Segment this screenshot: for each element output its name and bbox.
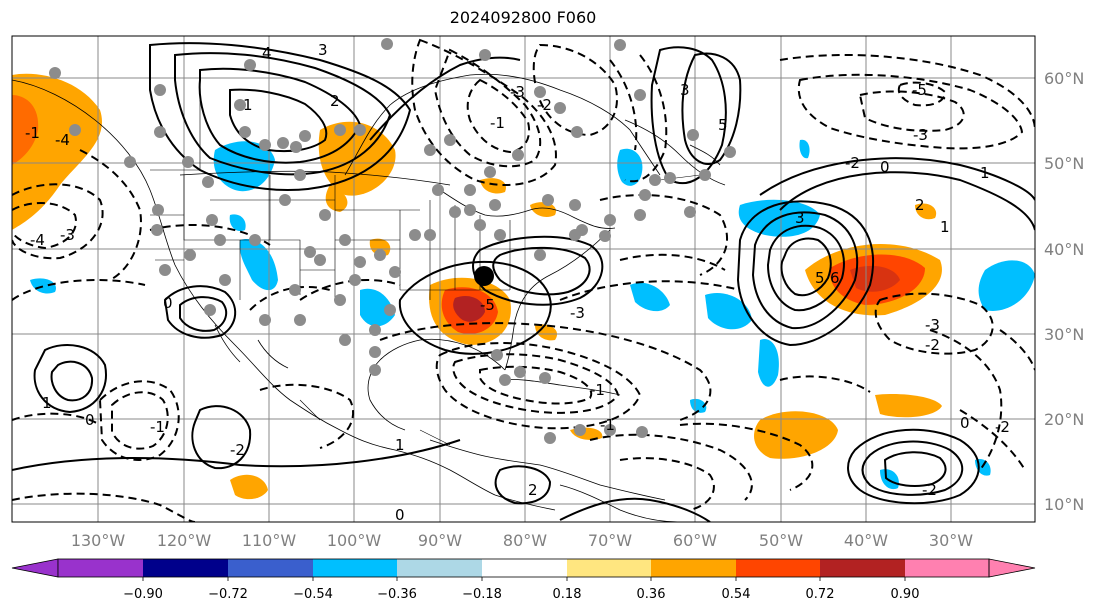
colorbar-tick-labels: −0.90 −0.72 −0.54 −0.36 −0.18 0.18 0.36 … <box>123 587 919 602</box>
contour-label: 1 <box>243 96 253 114</box>
contour-label: 1 <box>42 394 52 412</box>
contour-label: -2 <box>230 441 245 459</box>
contour-label: 0 <box>395 506 405 524</box>
graticule <box>12 36 1035 522</box>
contour-label: 0 <box>880 158 890 176</box>
contour-label: 6 <box>830 269 840 287</box>
colorbar-segment <box>397 559 482 577</box>
lon-label: 120°W <box>157 531 212 550</box>
colorbar-tick-label: −0.54 <box>293 587 333 602</box>
contour-label: 0 <box>960 414 970 432</box>
lat-label: 20°N <box>1044 410 1084 429</box>
contour-label: -1 <box>590 381 605 399</box>
contour-label: 0 <box>85 411 95 429</box>
contour-label: 1 <box>980 164 990 182</box>
colorbar-tick-label: −0.72 <box>208 587 248 602</box>
focus-point-marker <box>474 266 494 286</box>
contour-label: 3 <box>795 209 805 227</box>
contour-label: -1 <box>25 124 40 142</box>
map-title: 2024092800 F060 <box>449 8 597 27</box>
negative-contours <box>12 38 1035 522</box>
colorbar-segment <box>567 559 651 577</box>
contour-label: 1 <box>395 436 405 454</box>
lon-label: 110°W <box>242 531 297 550</box>
colorbar-segment <box>905 559 989 577</box>
colorbar-tick-label: 0.72 <box>806 587 835 602</box>
map-content: 4 3 2 1 0 -1 -2 -3 -4 -5 5 6 3 -3 -2 -1 … <box>12 36 1035 524</box>
contour-label: -3 <box>570 304 585 322</box>
map-frame <box>11 35 1036 523</box>
contour-label: -3 <box>925 316 940 334</box>
colorbar-segment <box>820 559 905 577</box>
contour-label: 2 <box>330 92 340 110</box>
contour-label: 3 <box>318 41 328 59</box>
contour-label: -4 <box>55 131 70 149</box>
lon-label: 50°W <box>759 531 803 550</box>
colorbar-segment <box>313 559 397 577</box>
colorbar-segment <box>143 559 228 577</box>
contour-label: -3 <box>60 226 75 244</box>
colorbar-segment <box>228 559 313 577</box>
contour-label: 4 <box>262 44 272 62</box>
colorbar-lower-extension <box>11 558 59 578</box>
contour-label: 0 <box>163 294 173 312</box>
contour-label: -4 <box>30 231 45 249</box>
colorbar: −0.90 −0.72 −0.54 −0.36 −0.18 0.18 0.36 … <box>11 558 1036 602</box>
colorbar-tick-label: 0.36 <box>637 587 666 602</box>
latitude-labels: 60°N 50°N 40°N 30°N 20°N 10°N <box>1044 69 1084 514</box>
contour-label: -1 <box>150 418 165 436</box>
lat-label: 40°N <box>1044 240 1084 259</box>
lon-label: 30°W <box>929 531 973 550</box>
colorbar-segment <box>736 559 820 577</box>
contour-label: -5 <box>912 81 927 99</box>
contour-label: -1 <box>600 416 615 434</box>
colorbar-segment <box>58 559 143 577</box>
colorbar-upper-extension <box>988 558 1036 578</box>
contour-label: 2 <box>528 481 538 499</box>
lat-label: 30°N <box>1044 325 1084 344</box>
contour-label: 2 <box>915 196 925 214</box>
lon-label: 80°W <box>503 531 547 550</box>
contour-label: -3 <box>913 126 928 144</box>
colorbar-segment <box>482 559 567 577</box>
colorbar-frame <box>57 558 990 578</box>
colorbar-tick-label: −0.90 <box>123 587 163 602</box>
longitude-labels: 130°W 120°W 110°W 100°W 90°W 80°W 70°W 6… <box>71 531 973 550</box>
contour-label: -2 <box>925 336 940 354</box>
colorbar-tick-label: 0.90 <box>891 587 920 602</box>
anomaly-fills <box>12 73 1035 500</box>
lon-label: 100°W <box>327 531 382 550</box>
lon-label: 70°W <box>588 531 632 550</box>
contour-label: 1 <box>940 218 950 236</box>
contour-labels: 4 3 2 1 0 -1 -2 -3 -4 -5 5 6 3 -3 -2 -1 … <box>25 41 1010 524</box>
contour-label: 5 <box>815 269 825 287</box>
lat-label: 10°N <box>1044 495 1084 514</box>
contour-label: -5 <box>480 296 495 314</box>
colorbar-tick-label: −0.36 <box>377 587 417 602</box>
contour-label: -1 <box>490 114 505 132</box>
lon-label: 90°W <box>418 531 462 550</box>
colorbar-tick-label: −0.18 <box>462 587 502 602</box>
contour-label: 3 <box>680 81 690 99</box>
colorbar-tick-label: 0.18 <box>553 587 582 602</box>
contour-label: 5 <box>718 116 728 134</box>
lat-label: 50°N <box>1044 154 1084 173</box>
contour-label: -2 <box>922 481 937 499</box>
contour-label: -2 <box>537 96 552 114</box>
contour-label: -2 <box>995 418 1010 436</box>
contour-label: -3 <box>510 83 525 101</box>
station-markers <box>49 38 736 444</box>
lon-label: 60°W <box>673 531 717 550</box>
lon-label: 40°W <box>844 531 888 550</box>
colorbar-segment <box>651 559 736 577</box>
colorbar-ticks <box>142 577 906 581</box>
colorbar-tick-label: 0.54 <box>722 587 751 602</box>
lon-label: 130°W <box>71 531 126 550</box>
contour-label: -2 <box>845 154 860 172</box>
lat-label: 60°N <box>1044 69 1084 88</box>
